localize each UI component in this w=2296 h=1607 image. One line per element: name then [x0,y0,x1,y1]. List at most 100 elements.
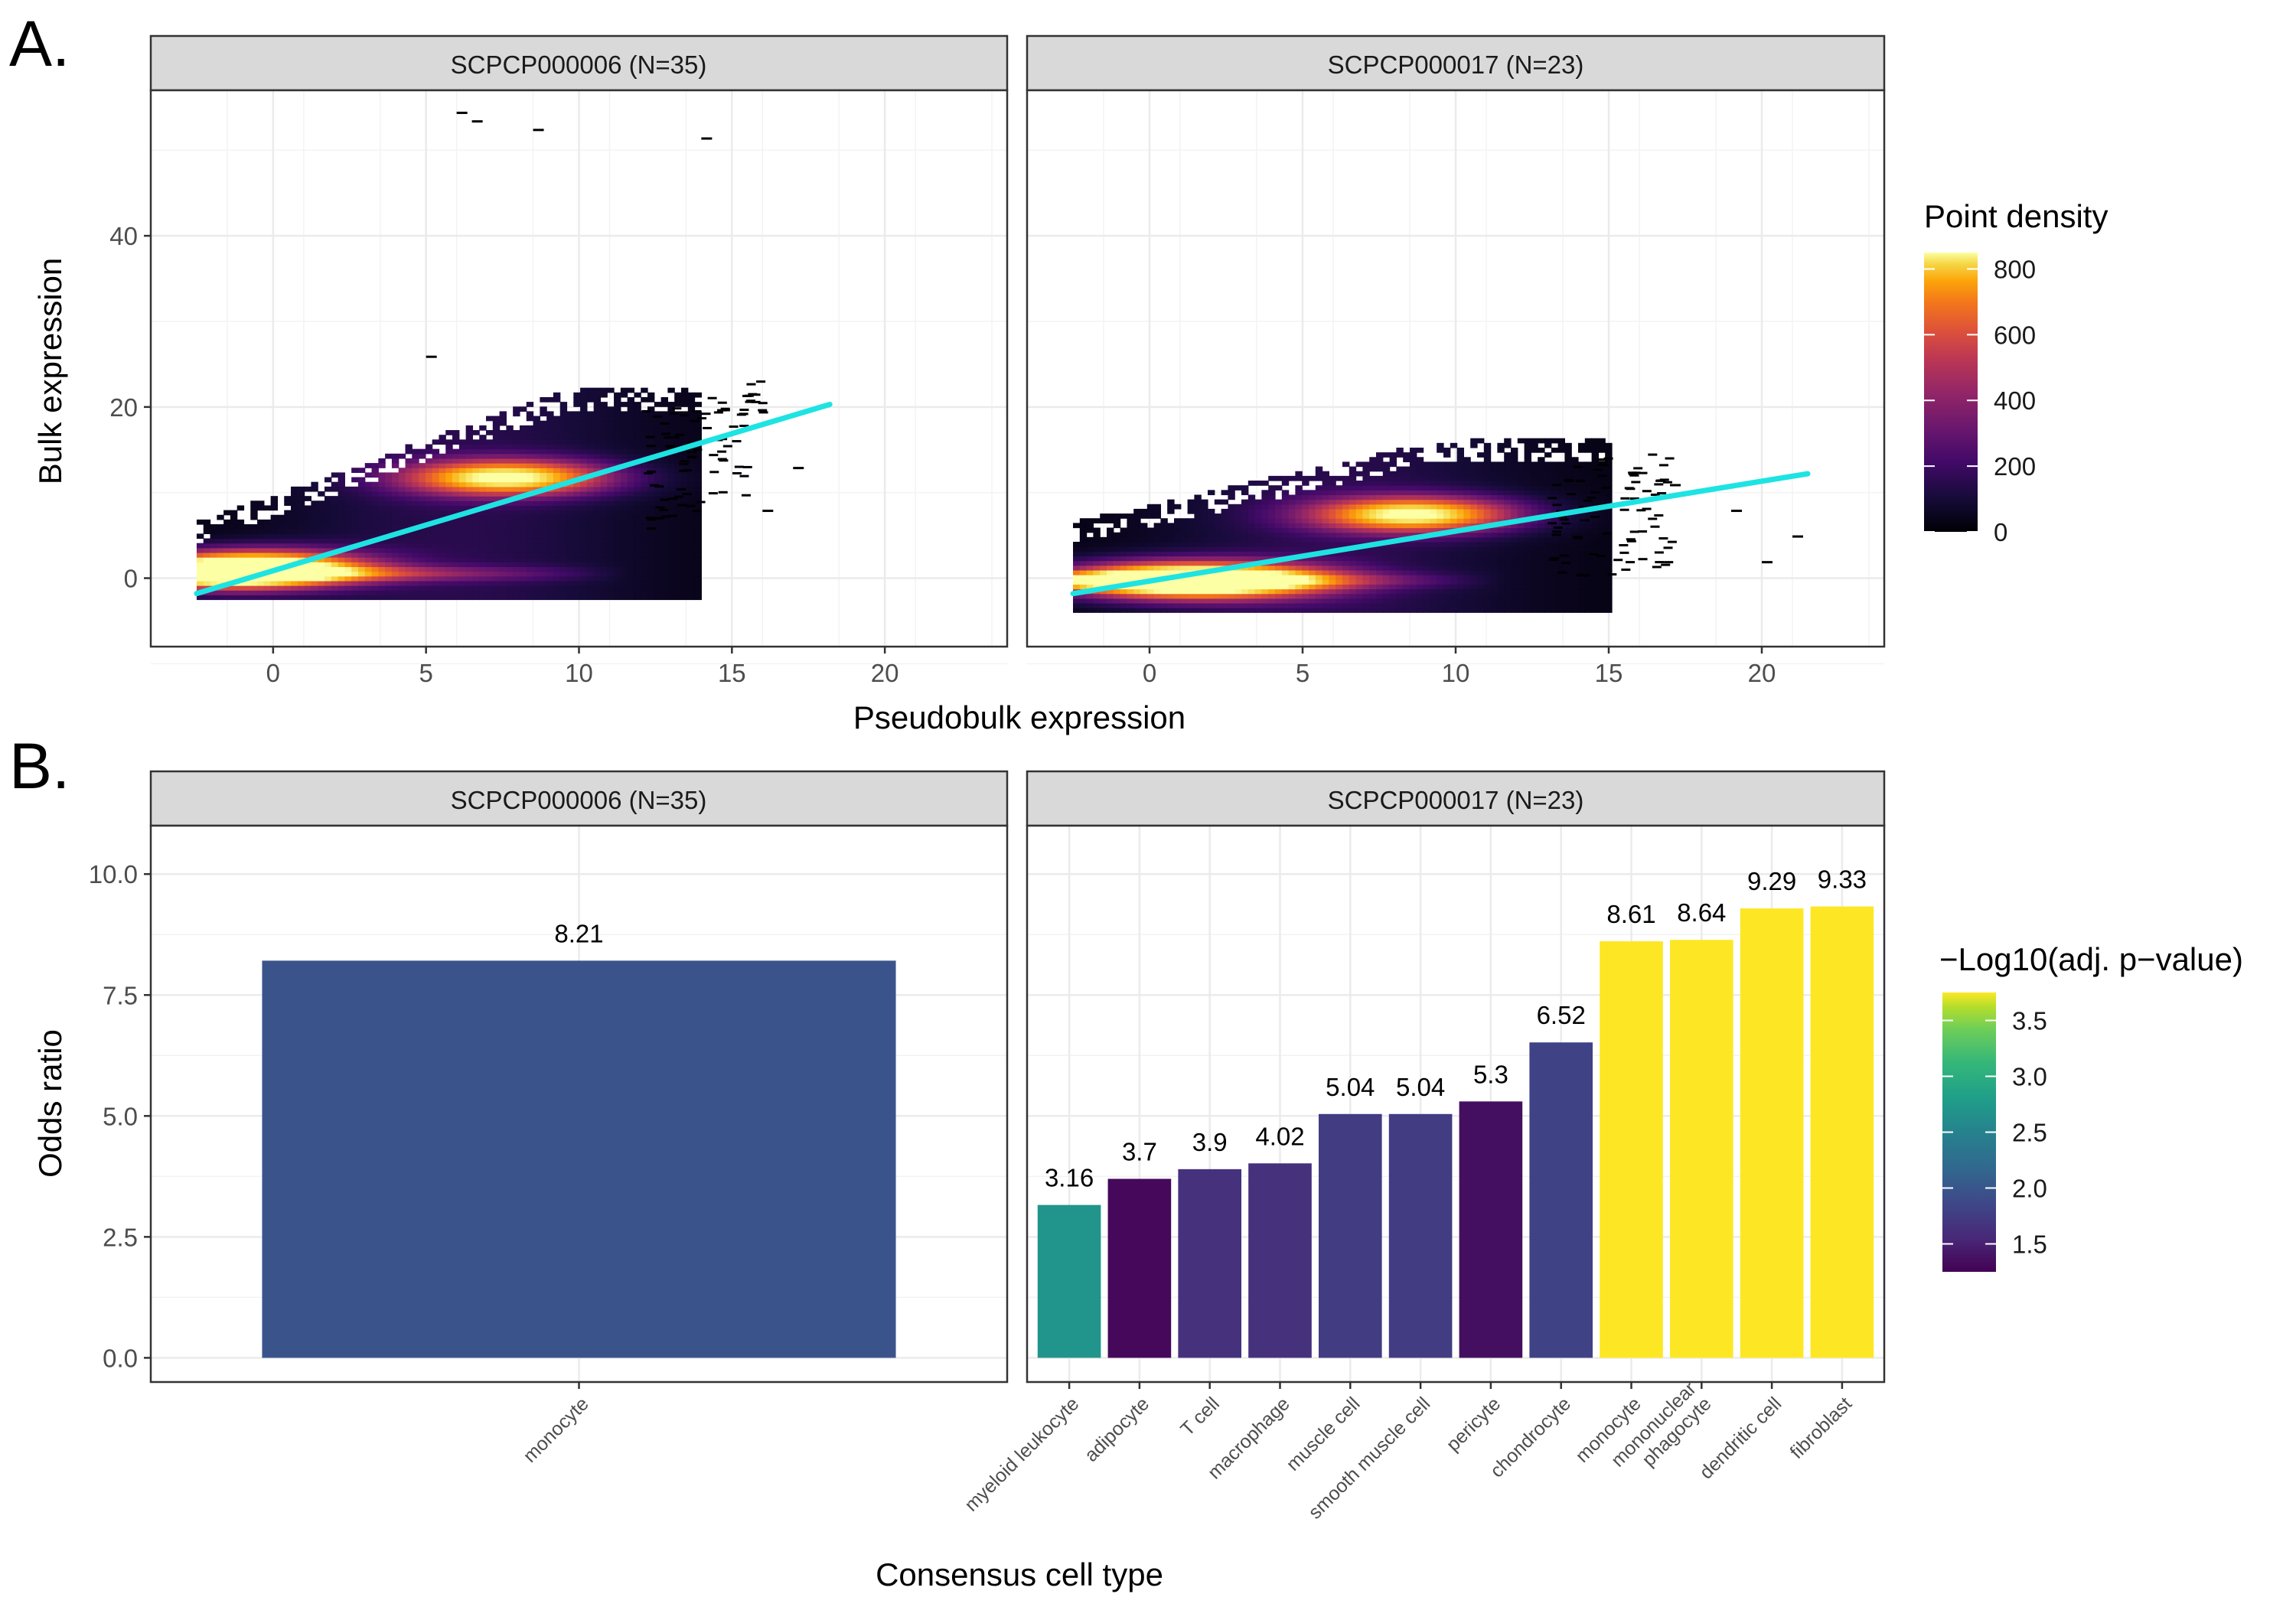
a-density-cell [519,448,527,455]
a-density-cell [654,519,662,525]
a-density-cell [223,590,231,595]
a-density-cell [1254,546,1262,552]
a-density-cell [1423,513,1430,519]
a-density-cell [566,547,574,553]
a-density-cell [620,481,628,487]
a-density-cell [1315,532,1323,538]
a-density-cell [1194,499,1202,505]
a-density-cell [1268,508,1276,514]
a-density-cell [439,524,446,530]
a-density-cell [223,519,231,525]
a-density-cell [647,420,655,426]
a-density-cell [1100,602,1107,608]
a-density-cell [1093,536,1101,543]
a-density-cell [439,571,446,577]
a-density-cell [364,510,373,516]
a-density-cell [674,453,682,459]
a-density-cell [230,529,238,534]
a-density-cell [1160,536,1168,543]
a-density-cell [1187,523,1195,529]
a-density-cell [1180,556,1189,562]
a-density-cell [1396,481,1404,486]
a-sparse-point [1665,457,1675,460]
a-density-cell [1456,447,1464,453]
a-density-cell [1342,593,1350,599]
a-density-cell [1389,485,1397,491]
a-density-cell [486,524,494,530]
a-density-cell [1113,546,1121,552]
a-density-cell [499,585,507,591]
a-density-cell [1564,504,1572,510]
a-density-cell [1463,532,1471,538]
a-density-cell [472,590,480,595]
a-density-cell [580,514,588,520]
a-density-cell [674,571,682,577]
a-density-cell [1174,546,1182,552]
a-density-cell [513,439,520,445]
a-density-cell [217,543,224,549]
a-sparse-point [1650,494,1660,497]
a-density-cell [533,458,540,464]
a-density-cell [1336,541,1343,547]
a-density-cell [1315,518,1323,523]
a-density-cell [1389,457,1397,463]
a-density-cell [1490,565,1498,571]
a-density-cell [486,562,494,568]
a-density-cell [667,468,675,473]
a-density-cell [1430,588,1437,595]
a-density-cell [419,514,426,520]
a-density-cell [432,481,440,487]
a-density-cell [641,514,648,520]
a-density-cell [1187,560,1195,566]
a-density-cell [1605,551,1613,557]
a-density-cell [1376,546,1384,552]
a-density-cell [1254,527,1262,533]
a-density-cell [1281,602,1290,608]
a-density-cell [1369,584,1377,590]
a-density-cell [398,510,406,516]
a-density-cell [405,477,413,483]
a-density-cell [680,529,689,534]
a-density-cell [586,529,595,534]
a-density-cell [593,590,602,595]
a-density-cell [338,585,345,591]
a-density-cell [1443,569,1451,575]
a-density-cell [1376,490,1384,496]
a-density-cell [398,547,406,553]
a-density-cell [660,533,668,539]
a-density-cell [412,448,419,455]
a-density-cell [398,562,406,568]
a-density-cell [331,538,339,544]
a-density-cell [1201,584,1208,590]
a-density-cell [1584,499,1593,505]
a-density-cell [291,566,298,572]
a-density-cell [1214,560,1222,566]
a-density-cell [513,500,520,507]
a-density-cell [614,575,621,582]
a-density-cell [1557,551,1565,557]
a-density-cell [385,538,393,544]
a-density-cell [1342,494,1350,500]
a-density-cell [1504,532,1512,538]
a-density-cell [465,552,474,558]
a-density-cell [1261,575,1269,580]
a-density-cell [687,575,696,582]
a-density-cell [1140,593,1148,599]
a-density-cell [1557,518,1565,523]
a-density-cell [1382,508,1391,514]
a-density-cell [1309,532,1316,538]
a-density-cell [277,571,285,577]
a-density-cell [667,580,675,586]
a-density-cell [1403,504,1411,510]
a-density-cell [250,505,258,511]
a-density-cell [680,416,689,422]
a-density-cell [1146,532,1155,538]
a-density-cell [1107,588,1114,595]
a-density-cell [1329,602,1336,608]
a-density-cell [1355,527,1363,533]
a-density-cell [1410,546,1417,552]
a-sparse-point [1655,561,1665,564]
a-density-cell [1309,579,1316,585]
a-density-cell [371,547,379,553]
a-density-cell [680,571,689,577]
